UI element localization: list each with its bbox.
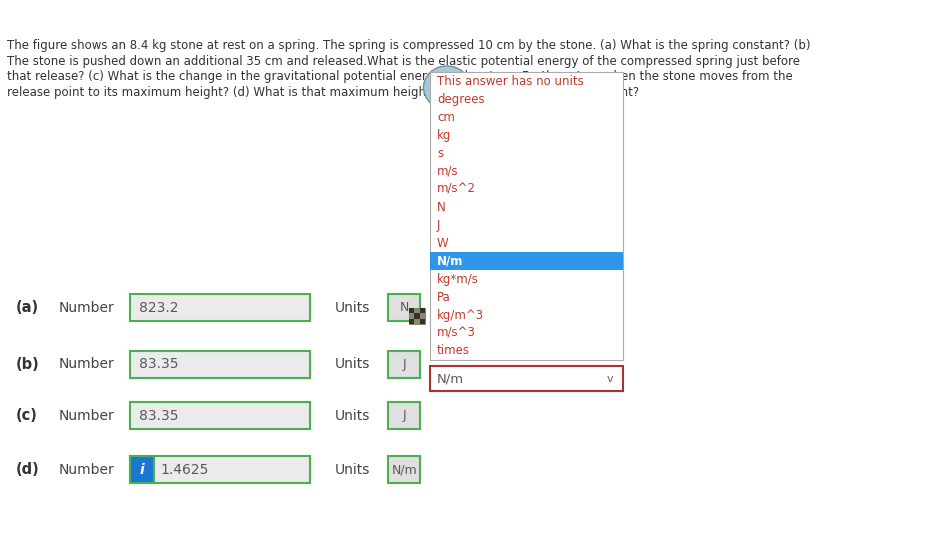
- Text: that release? (c) What is the change in the gravitational potential energy of th: that release? (c) What is the change in …: [7, 70, 793, 83]
- Text: Units: Units: [335, 463, 370, 477]
- Bar: [131, 294, 311, 321]
- Text: (c): (c): [16, 408, 38, 423]
- Text: kg*m/s: kg*m/s: [437, 273, 479, 286]
- Text: W: W: [437, 236, 449, 249]
- Text: release point to its maximum height? (d) What is that maximum height, measured f: release point to its maximum height? (d)…: [7, 86, 640, 99]
- Text: N/m: N/m: [437, 372, 464, 385]
- Bar: [414, 313, 420, 319]
- Bar: [388, 402, 420, 429]
- Bar: [388, 351, 420, 378]
- Text: cm: cm: [437, 111, 455, 124]
- Text: m/s^2: m/s^2: [437, 183, 476, 196]
- Text: m/s: m/s: [437, 164, 459, 177]
- Text: degrees: degrees: [437, 93, 485, 105]
- Text: m/s^3: m/s^3: [437, 326, 476, 340]
- Bar: [409, 319, 414, 324]
- Bar: [434, 102, 460, 109]
- Text: Number: Number: [58, 358, 114, 372]
- Text: (a): (a): [16, 300, 39, 315]
- Text: Pa: Pa: [437, 291, 451, 304]
- Bar: [430, 72, 623, 360]
- Text: N/m: N/m: [437, 255, 464, 268]
- Text: i: i: [140, 463, 145, 477]
- Text: N: N: [400, 301, 409, 314]
- Text: J: J: [437, 219, 440, 232]
- Text: The stone is pushed down an additional 35 cm and released.What is the elastic po: The stone is pushed down an additional 3…: [7, 55, 800, 68]
- Bar: [388, 456, 420, 483]
- Text: Units: Units: [335, 358, 370, 372]
- Ellipse shape: [424, 66, 470, 109]
- Text: Units: Units: [335, 408, 370, 423]
- Text: Number: Number: [58, 463, 114, 477]
- Text: 823.2: 823.2: [139, 301, 179, 315]
- Text: (b): (b): [16, 357, 40, 372]
- Bar: [388, 294, 420, 321]
- Text: Units: Units: [335, 301, 370, 315]
- Bar: [430, 366, 623, 392]
- Text: s: s: [437, 147, 443, 160]
- Text: Number: Number: [58, 408, 114, 423]
- Text: 1.4625: 1.4625: [161, 463, 210, 477]
- Text: kg: kg: [437, 129, 451, 142]
- Text: N: N: [437, 201, 446, 214]
- Text: J: J: [402, 358, 406, 371]
- Text: This answer has no units: This answer has no units: [437, 75, 584, 88]
- Bar: [409, 308, 425, 324]
- Text: b: b: [451, 165, 456, 174]
- Text: J: J: [402, 409, 406, 422]
- Bar: [131, 351, 311, 378]
- Text: kg/m^3: kg/m^3: [437, 308, 484, 321]
- Text: times: times: [437, 345, 470, 358]
- Bar: [131, 456, 154, 483]
- Text: Number: Number: [58, 301, 114, 315]
- Bar: [430, 252, 623, 270]
- Bar: [409, 308, 414, 313]
- Text: v: v: [607, 374, 614, 384]
- Text: The figure shows an 8.4 kg stone at rest on a spring. The spring is compressed 1: The figure shows an 8.4 kg stone at rest…: [7, 39, 811, 52]
- Text: (d): (d): [16, 462, 40, 477]
- Text: 83.35: 83.35: [139, 358, 179, 372]
- Bar: [131, 456, 311, 483]
- Bar: [131, 402, 311, 429]
- Bar: [420, 308, 425, 313]
- Text: 83.35: 83.35: [139, 408, 179, 423]
- Bar: [420, 319, 425, 324]
- Text: N/m: N/m: [391, 463, 417, 476]
